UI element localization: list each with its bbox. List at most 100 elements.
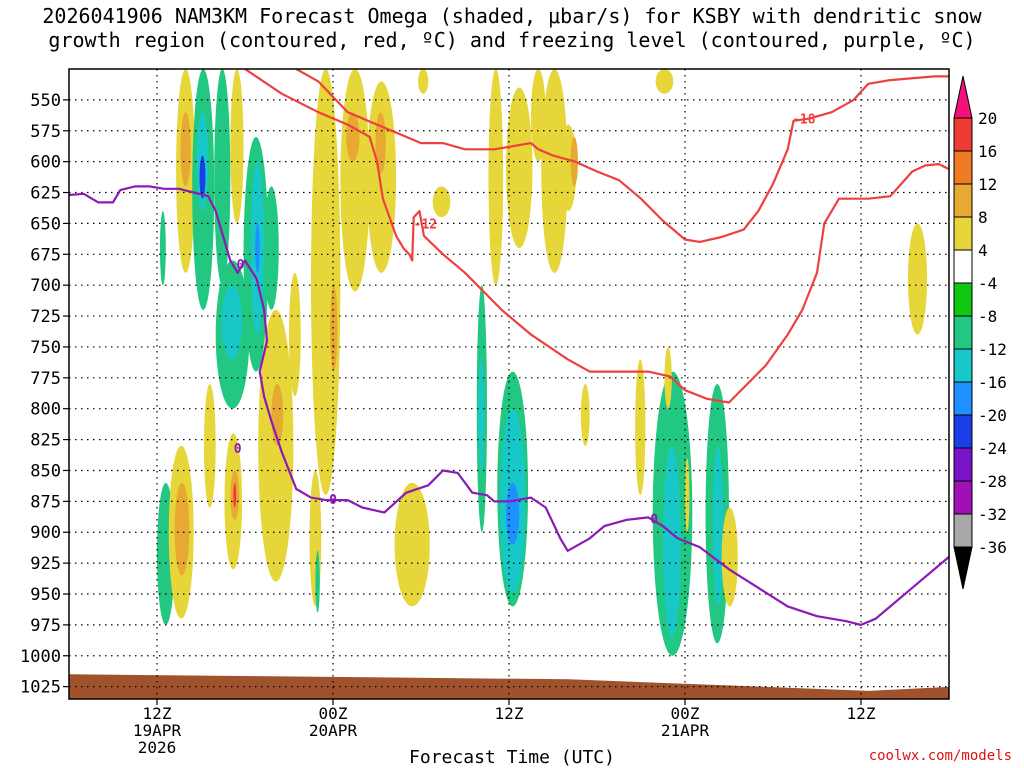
omega-cell: [289, 272, 301, 397]
y-tick-label: 775: [30, 369, 61, 389]
contour-label-group: 0: [650, 513, 658, 528]
contour-label: -12: [414, 217, 437, 232]
omega-cell: [366, 81, 397, 273]
contour-label: -18: [792, 112, 816, 127]
contour-label-group: 0: [234, 442, 242, 457]
y-tick-label: 825: [30, 431, 61, 451]
omega-cell: [635, 359, 646, 496]
x-tick-label: 00Z: [319, 704, 348, 723]
colorbar-swatch: [953, 480, 973, 515]
y-tick-label: 550: [30, 91, 61, 111]
terrain-fill: [69, 674, 949, 699]
colorbar-label: -12: [978, 340, 1007, 359]
colorbar-label: 4: [978, 241, 988, 260]
omega-cell: [664, 346, 672, 409]
contour-freezing: [69, 185, 949, 626]
x-tick-label: 00Z: [671, 704, 700, 723]
omega-shading: [157, 69, 927, 656]
contour-label: 0: [234, 442, 242, 457]
colorbar-label: -20: [978, 406, 1007, 425]
colorbar-label: -4: [978, 274, 997, 293]
x-tick-label: 12Z: [847, 704, 876, 723]
colorbar-label: -32: [978, 505, 1007, 524]
contour-label: 0: [237, 258, 245, 273]
colorbar-swatch: [953, 249, 973, 284]
omega-cell: [180, 112, 191, 187]
omega-cell: [685, 458, 690, 533]
colorbar-label: 16: [978, 142, 997, 161]
x-tick-label: 12Z: [143, 704, 172, 723]
colorbar-bottom-arrow: [953, 546, 973, 590]
omega-cell: [712, 445, 724, 607]
y-axis: 550 575 600 625 650 675 700 725 750 775 800 825 850 8…: [20, 91, 69, 698]
omega-cell: [663, 445, 681, 638]
omega-cell: [418, 69, 429, 94]
y-tick-label: 700: [30, 276, 61, 296]
y-tick-label: 800: [30, 400, 61, 420]
omega-cell: [311, 69, 341, 496]
y-tick-label: 725: [30, 307, 61, 327]
omega-cell: [655, 69, 674, 94]
y-tick-label: 600: [30, 153, 61, 173]
contour--18: [295, 69, 949, 243]
omega-cell: [478, 359, 485, 471]
contour-label-group: 0: [237, 258, 245, 273]
omega-cell: [907, 223, 927, 335]
colorbar-swatch: [953, 513, 973, 548]
colorbar-swatch: [953, 183, 973, 218]
colorbar-label: 20: [978, 109, 997, 128]
omega-cell: [488, 69, 504, 286]
y-tick-label: 625: [30, 184, 61, 204]
y-tick-label: 750: [30, 338, 61, 358]
omega-cell: [315, 550, 320, 613]
omega-cell: [506, 482, 520, 545]
omega-cell: [340, 69, 370, 292]
x-tick-label: 21APR: [661, 721, 710, 740]
colorbar-swatch: [953, 381, 973, 416]
colorbar-label: 8: [978, 208, 988, 227]
omega-cell: [264, 186, 279, 310]
omega-cell: [159, 211, 166, 286]
colorbar: 20 16 12 8 4 -4 -8 -12 -16 -20 -24 -28 -32 -36: [953, 75, 1007, 590]
x-tick-label: 19APR: [133, 721, 182, 740]
y-tick-label: 925: [30, 554, 61, 574]
y-tick-label: 850: [30, 461, 61, 481]
colorbar-label: -36: [978, 538, 1007, 557]
terrain-ground: [69, 674, 949, 699]
contour-label: 0: [329, 493, 337, 508]
omega-cell: [346, 112, 360, 162]
omega-cell: [255, 223, 260, 273]
y-tick-label: 1025: [20, 678, 61, 698]
contours: -12 -18 0 0 0 0: [69, 69, 949, 626]
colorbar-label: -16: [978, 373, 1007, 392]
colorbar-swatch: [953, 150, 973, 185]
omega-cell: [721, 507, 738, 607]
colorbar-swatch: [953, 348, 973, 383]
colorbar-label: -8: [978, 307, 997, 326]
omega-cell: [174, 482, 190, 576]
grid-lines: [69, 69, 949, 699]
contour-label-group: -18: [792, 112, 816, 127]
omega-cell: [580, 384, 590, 446]
omega-cell: [330, 285, 338, 372]
contour-label: 0: [650, 513, 658, 528]
colorbar-swatch: [953, 117, 973, 152]
omega-cell: [199, 155, 206, 199]
y-tick-label: 875: [30, 492, 61, 512]
colorbar-label: -28: [978, 472, 1007, 491]
y-tick-label: 900: [30, 523, 61, 543]
colorbar-swatch: [953, 315, 973, 350]
omega-cell: [506, 87, 533, 249]
y-tick-label: 575: [30, 122, 61, 142]
omega-cell: [541, 69, 568, 273]
omega-cell: [233, 482, 237, 508]
y-tick-label: 675: [30, 245, 61, 265]
omega-cell: [258, 309, 294, 582]
colorbar-top-arrow: [953, 75, 973, 119]
x-tick-label: 20APR: [309, 721, 358, 740]
chart-title-line2: growth region (contoured, red, ºC) and f…: [48, 28, 976, 52]
colorbar-label: 12: [978, 175, 997, 194]
omega-cell: [221, 285, 243, 360]
credit-text: coolwx.com/models: [868, 748, 1012, 764]
